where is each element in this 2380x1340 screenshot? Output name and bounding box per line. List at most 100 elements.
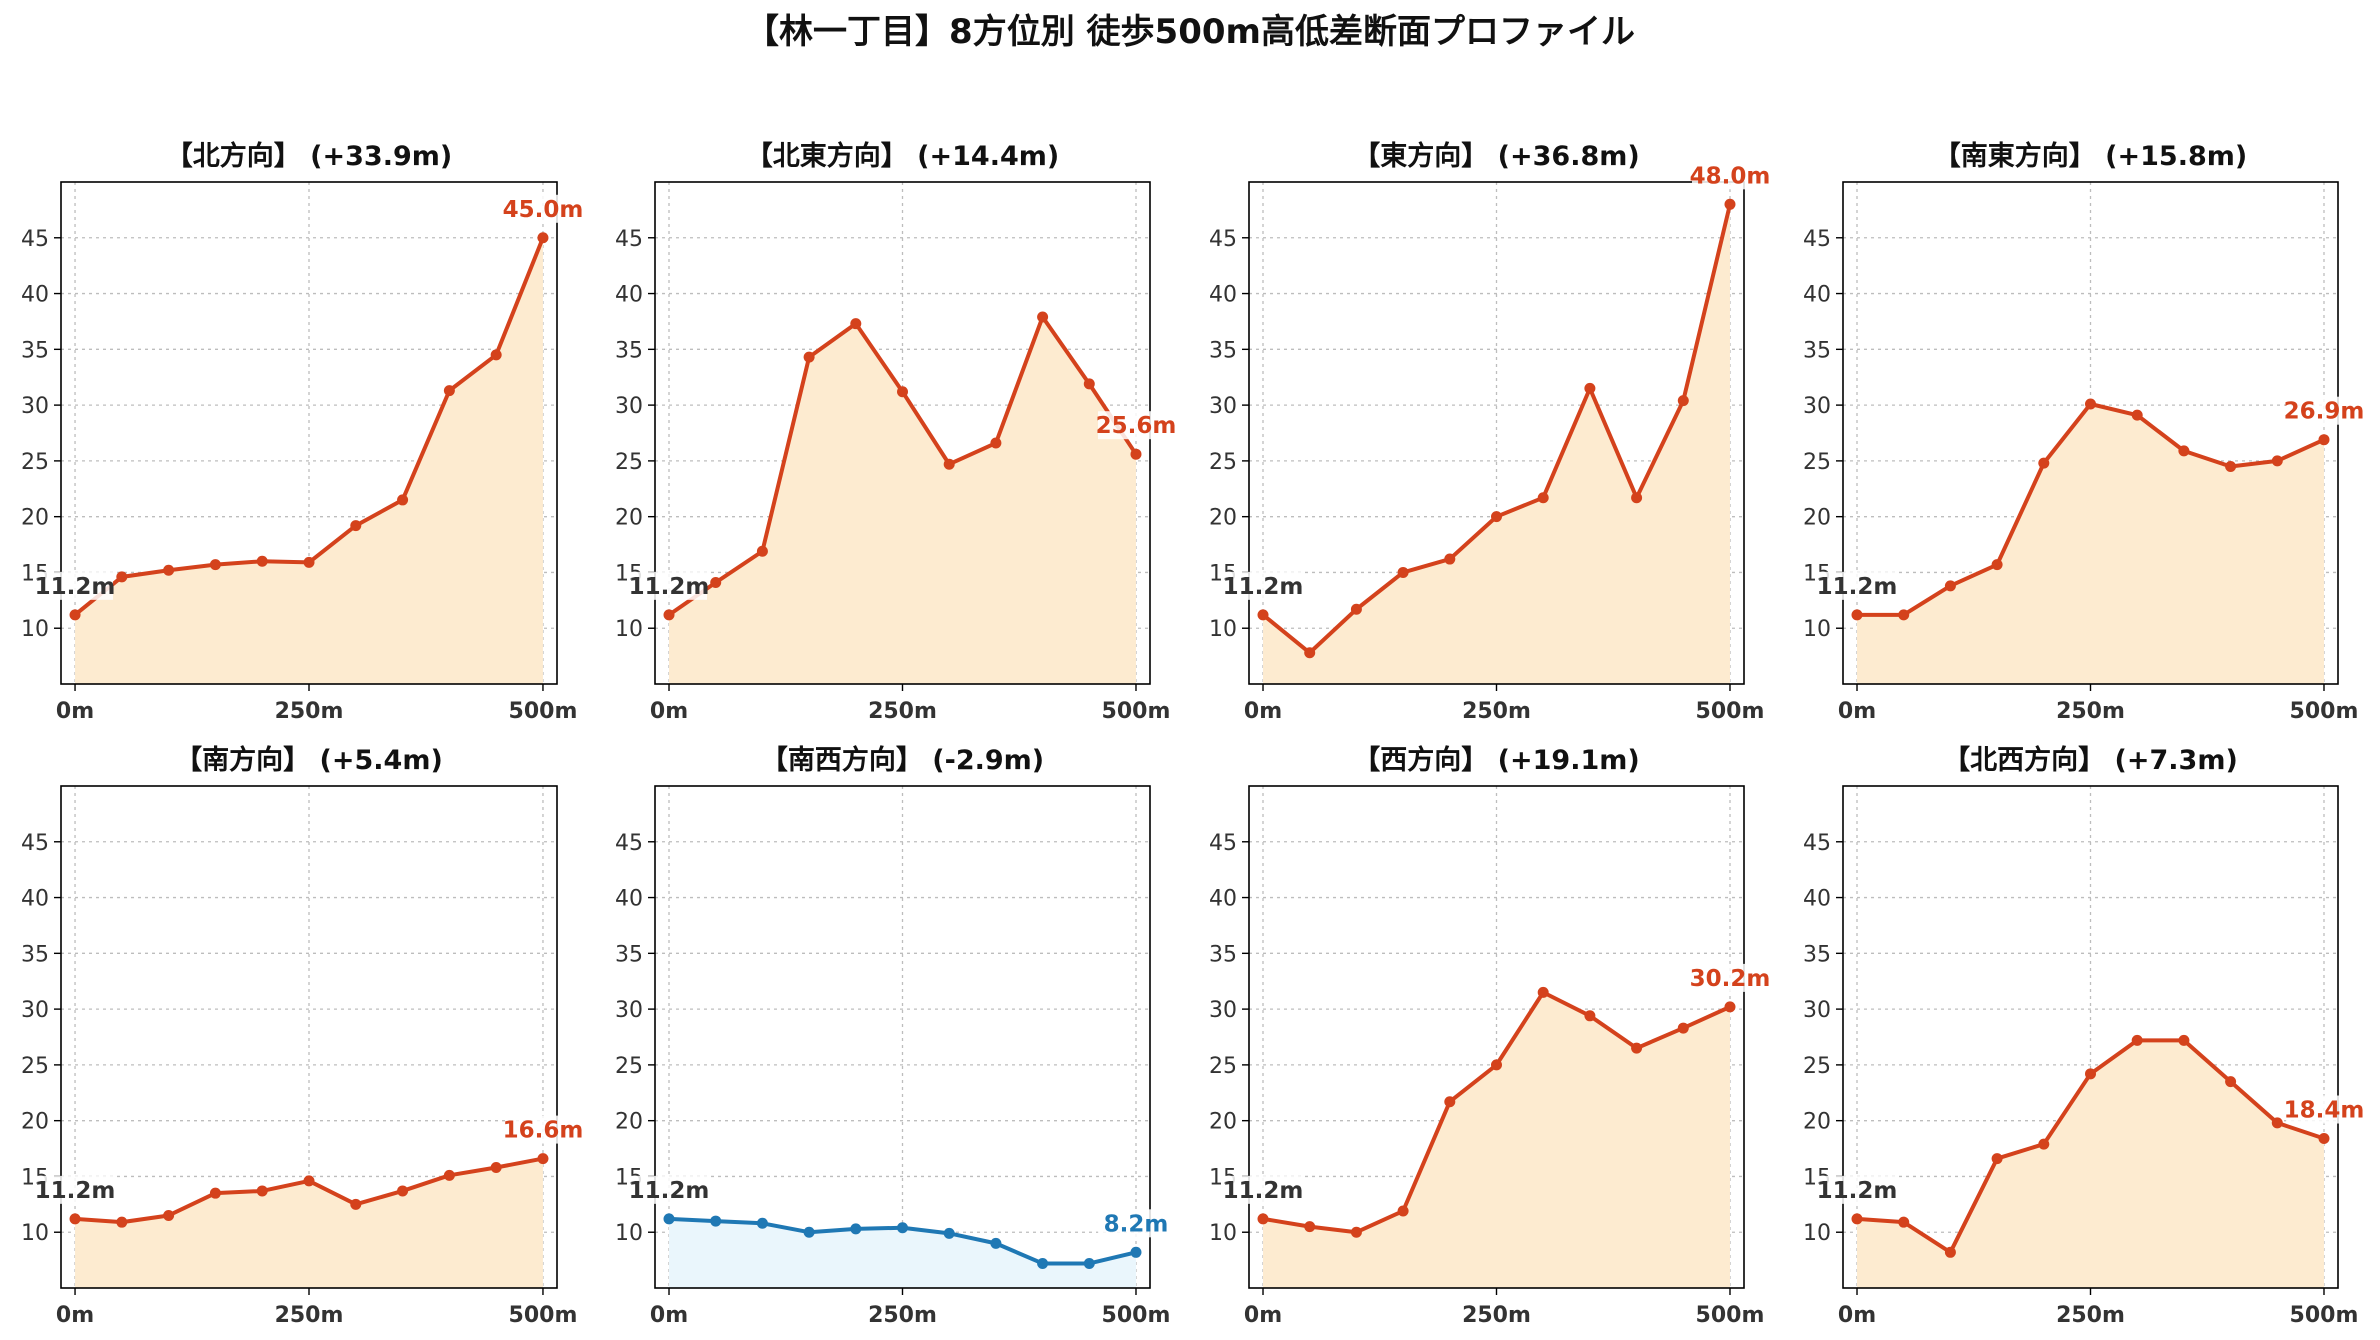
data-point bbox=[756, 1217, 768, 1229]
data-point bbox=[1397, 566, 1409, 578]
y-tick-label: 25 bbox=[1209, 450, 1237, 475]
data-point bbox=[1631, 1042, 1643, 1054]
y-tick-label: 40 bbox=[21, 283, 49, 308]
y-tick-label: 25 bbox=[21, 1054, 49, 1079]
end-label-box bbox=[2285, 1095, 2362, 1124]
end-label-box bbox=[504, 194, 581, 223]
data-point bbox=[1257, 609, 1269, 621]
y-tick-label: 25 bbox=[1209, 1054, 1237, 1079]
y-tick-label: 35 bbox=[1209, 338, 1237, 363]
x-tick-label: 0m bbox=[56, 1303, 94, 1328]
end-label-box bbox=[504, 1115, 581, 1144]
start-label-box bbox=[1819, 571, 1896, 600]
data-point bbox=[1584, 382, 1596, 394]
y-tick-label: 45 bbox=[21, 227, 49, 252]
data-point bbox=[2271, 1117, 2283, 1129]
data-point bbox=[1724, 198, 1736, 210]
y-tick-label: 45 bbox=[1209, 831, 1237, 856]
end-elevation-label: 26.9m bbox=[2284, 399, 2365, 425]
end-elevation-label: 48.0m bbox=[1690, 163, 1771, 189]
figure-title: 【林一丁目】8方位別 徒歩500m高低差断面プロファイル bbox=[745, 12, 1635, 52]
data-point bbox=[69, 609, 81, 621]
data-point bbox=[663, 1213, 675, 1225]
data-point bbox=[397, 494, 409, 506]
start-elevation-label: 11.2m bbox=[1817, 1178, 1898, 1204]
data-point bbox=[303, 1175, 315, 1187]
data-point bbox=[2131, 1034, 2143, 1046]
data-point bbox=[2318, 1133, 2330, 1145]
x-tick-label: 0m bbox=[650, 699, 688, 724]
y-tick-label: 35 bbox=[21, 942, 49, 967]
data-point bbox=[2318, 434, 2330, 446]
data-point bbox=[1491, 1059, 1502, 1071]
data-point bbox=[897, 386, 908, 398]
x-tick-label: 250m bbox=[868, 699, 937, 724]
data-point bbox=[803, 1226, 815, 1238]
data-point bbox=[2038, 1138, 2050, 1150]
panel-title: 【南方向】 (+5.4m) bbox=[175, 744, 443, 776]
start-label-box bbox=[1225, 1175, 1302, 1204]
data-point bbox=[1991, 1153, 2003, 1165]
start-elevation-label: 11.2m bbox=[629, 1178, 710, 1204]
data-point bbox=[69, 1213, 81, 1225]
data-point bbox=[1083, 378, 1095, 390]
data-point bbox=[537, 1153, 549, 1165]
y-tick-label: 30 bbox=[615, 998, 643, 1023]
end-label-box bbox=[2285, 396, 2362, 425]
data-point bbox=[490, 349, 502, 361]
data-point bbox=[116, 571, 128, 583]
y-tick-label: 10 bbox=[1803, 617, 1831, 642]
y-tick-label: 10 bbox=[1209, 617, 1237, 642]
data-point bbox=[1444, 1096, 1456, 1108]
x-tick-label: 500m bbox=[509, 1303, 578, 1328]
end-label-box bbox=[1097, 1209, 1174, 1238]
data-point bbox=[1130, 1246, 1142, 1258]
data-point bbox=[1350, 603, 1362, 615]
data-point bbox=[2225, 1076, 2237, 1088]
y-tick-label: 30 bbox=[1803, 998, 1831, 1023]
x-tick-label: 500m bbox=[2290, 1303, 2359, 1328]
data-point bbox=[756, 545, 768, 557]
y-tick-label: 40 bbox=[1209, 887, 1237, 912]
data-point bbox=[443, 385, 455, 397]
x-tick-label: 0m bbox=[1838, 699, 1876, 724]
data-point bbox=[303, 556, 315, 568]
y-tick-label: 45 bbox=[1209, 227, 1237, 252]
plot-frame bbox=[654, 785, 1151, 1289]
start-label-box bbox=[1225, 571, 1302, 600]
y-tick-label: 45 bbox=[615, 831, 643, 856]
data-point bbox=[1991, 559, 2003, 571]
data-point bbox=[256, 555, 268, 567]
y-tick-label: 30 bbox=[1803, 394, 1831, 419]
data-point bbox=[2038, 457, 2050, 469]
data-point bbox=[163, 564, 175, 576]
data-point bbox=[1083, 1257, 1095, 1269]
y-tick-label: 35 bbox=[21, 338, 49, 363]
data-point bbox=[1537, 492, 1549, 504]
end-elevation-label: 16.6m bbox=[503, 1118, 584, 1144]
data-point bbox=[209, 1187, 221, 1199]
start-elevation-label: 11.2m bbox=[35, 574, 116, 600]
data-point bbox=[490, 1162, 502, 1174]
y-tick-label: 30 bbox=[615, 394, 643, 419]
data-point bbox=[1898, 609, 1910, 621]
x-tick-label: 250m bbox=[868, 1303, 937, 1328]
panel-title: 【東方向】 (+36.8m) bbox=[1353, 140, 1639, 172]
x-tick-label: 250m bbox=[1462, 1303, 1531, 1328]
y-tick-label: 35 bbox=[1209, 942, 1237, 967]
data-point bbox=[850, 318, 862, 330]
end-elevation-label: 25.6m bbox=[1096, 413, 1177, 439]
panel-title: 【南西方向】 (-2.9m) bbox=[761, 744, 1044, 776]
y-tick-label: 45 bbox=[615, 227, 643, 252]
x-tick-label: 0m bbox=[1838, 1303, 1876, 1328]
data-point bbox=[710, 1215, 722, 1227]
y-tick-label: 10 bbox=[615, 1221, 643, 1246]
y-tick-label: 30 bbox=[21, 998, 49, 1023]
y-tick-label: 25 bbox=[615, 450, 643, 475]
y-tick-label: 20 bbox=[1209, 1110, 1237, 1135]
y-tick-label: 45 bbox=[21, 831, 49, 856]
data-point bbox=[1677, 395, 1689, 407]
data-point bbox=[1944, 580, 1956, 592]
